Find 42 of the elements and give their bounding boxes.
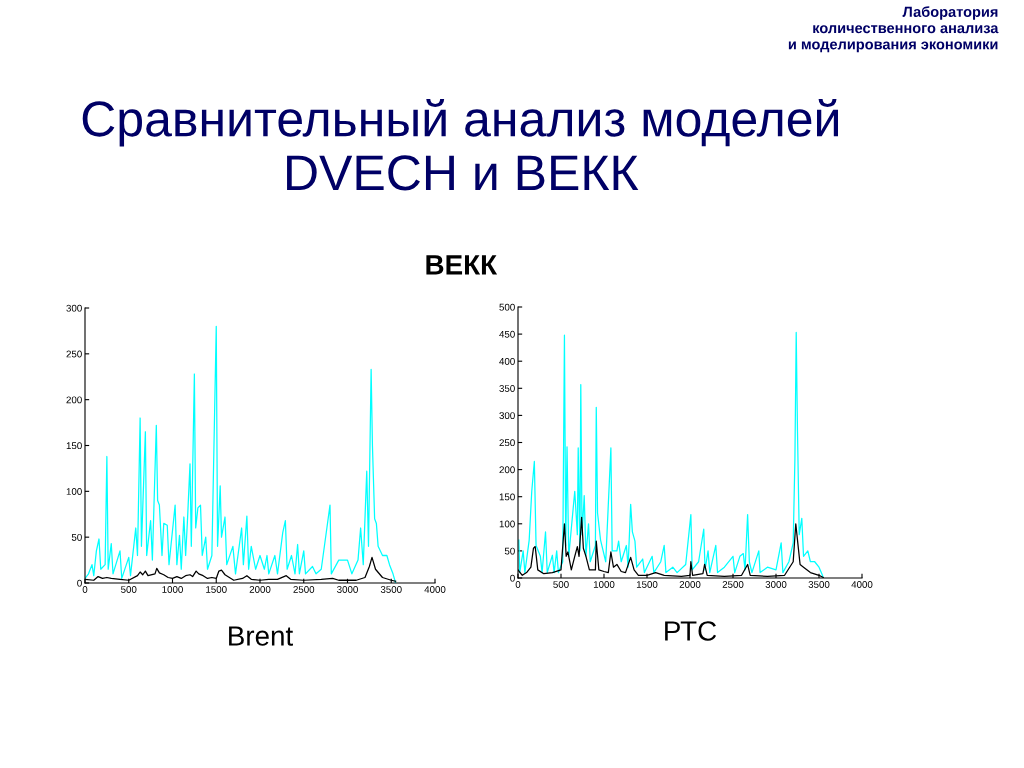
y-tick-label: 100 (499, 520, 515, 528)
x-tick-label: 4000 (424, 586, 446, 593)
y-tick-label: 350 (499, 385, 515, 392)
chart-title: Сравнительный анализ моделей DVECH и ВЕКК (82, 99, 839, 191)
y-tick-label: 200 (66, 396, 82, 404)
y-tick-label: 50 (71, 533, 82, 541)
y-tick-label: 450 (499, 330, 515, 338)
line-series (85, 325, 397, 583)
x-tick-label: 1500 (636, 581, 658, 588)
y-tick-label: 200 (499, 466, 515, 474)
y-tick-label: 0 (510, 574, 515, 582)
x-tick-label: 3500 (808, 581, 830, 588)
y-tick-label: 400 (499, 357, 515, 365)
x-tick-label: 500 (121, 586, 137, 593)
line-series (518, 331, 824, 578)
x-tick-label: 1000 (593, 581, 615, 588)
y-tick-label: 150 (66, 442, 82, 450)
x-tick-label: 500 (553, 581, 569, 588)
x-axis-title: Brent (229, 626, 293, 646)
y-tick-label: 500 (499, 303, 515, 311)
y-tick-label: 150 (499, 493, 515, 501)
x-tick-label: 2000 (679, 581, 701, 588)
chart-subtitle: ВЕКК (426, 255, 498, 275)
x-tick-label: 2500 (293, 586, 315, 593)
text: Лаборатория количественного анализа и моделирования экономики (788, 6, 999, 53)
x-tick-label: 3000 (765, 581, 787, 588)
x-tick-label: 1000 (162, 586, 183, 593)
x-tick-label: 4000 (851, 581, 873, 588)
y-tick-label: 300 (499, 412, 515, 420)
y-tick-label: 250 (66, 350, 82, 358)
x-axis-title: РТС (665, 621, 717, 641)
x-tick-label: 0 (515, 581, 521, 588)
y-tick-label: 300 (66, 304, 82, 312)
x-tick-label: 3500 (380, 586, 402, 593)
x-tick-label: 2500 (722, 581, 744, 588)
x-tick-label: 2000 (249, 586, 271, 593)
x-tick-label: 3000 (337, 586, 358, 593)
x-tick-label: 1500 (206, 586, 227, 593)
y-tick-label: 100 (66, 488, 82, 495)
y-tick-label: 250 (499, 439, 515, 447)
x-tick-label: 0 (82, 586, 88, 593)
y-tick-label: 50 (504, 547, 515, 555)
